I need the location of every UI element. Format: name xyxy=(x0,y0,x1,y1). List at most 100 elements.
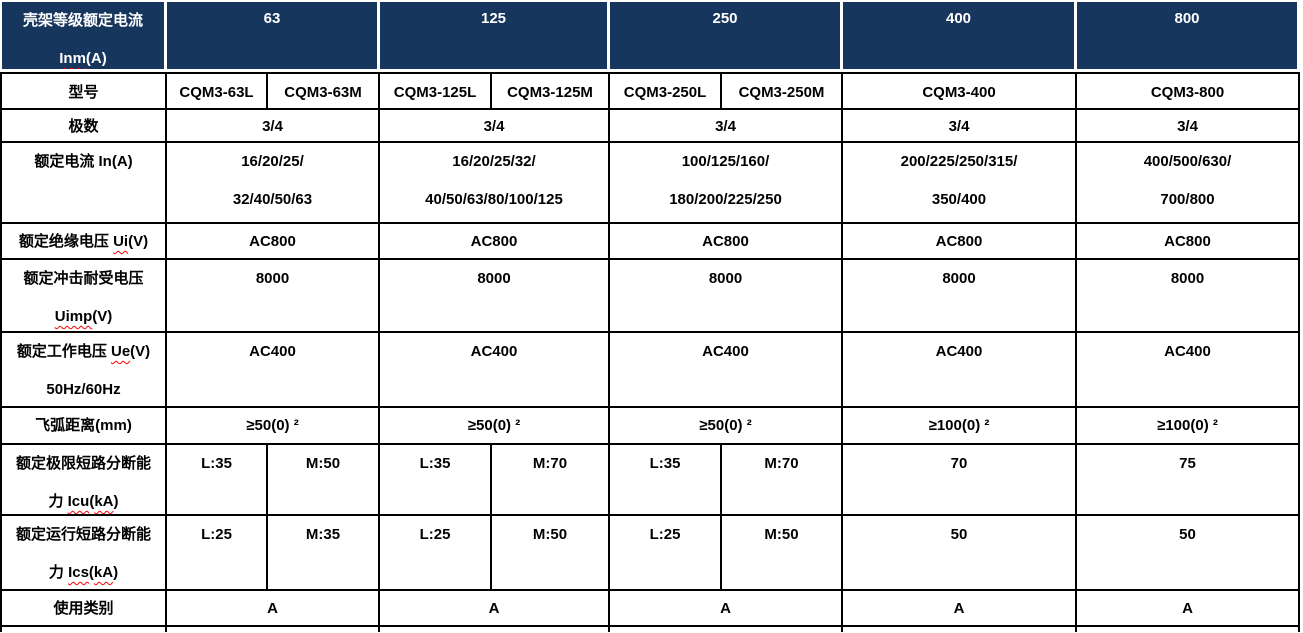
cell-line: M:70 xyxy=(532,455,568,472)
table-row-current: 额定电流 In(A) 16/20/25/32/40/50/63 16/20/25/3… xyxy=(0,143,1300,224)
cell-icu-5: M:70 xyxy=(722,445,843,516)
cell-line: A xyxy=(267,600,278,617)
cell-line: 力 Icu(kA) xyxy=(4,491,163,512)
cell-partial-1 xyxy=(380,627,610,632)
cell-ics-6: 50 xyxy=(843,516,1077,591)
row-label-current: 额定电流 In(A) xyxy=(0,143,167,224)
cell-line: AC400 xyxy=(1164,343,1211,360)
cell-line: Inm(A) xyxy=(4,48,162,69)
table-row-ue: 额定工作电压 Ue(V) 50Hz/60Hz AC400 AC400 AC400 AC40… xyxy=(0,333,1300,408)
cell-model-6: CQM3-400 xyxy=(843,72,1077,110)
cell-arc-2: ≥50(0) ² xyxy=(610,408,843,445)
cell-ue-2: AC400 xyxy=(610,333,843,408)
cell-line: 700/800 xyxy=(1160,191,1215,208)
cell-line: AC400 xyxy=(249,343,296,360)
row-label-ue: 额定工作电压 Ue(V) 50Hz/60Hz xyxy=(0,333,167,408)
cell-line: CQM3-125M xyxy=(507,84,593,101)
cell-line: M:50 xyxy=(305,455,341,472)
misspelled-text: Inm xyxy=(59,50,86,67)
cell-poles-0: 3/4 xyxy=(167,110,380,143)
header-row: 壳架等级额定电流 Inm(A) 63 125 250 400 800 xyxy=(0,0,1300,72)
cell-model-0: CQM3-63L xyxy=(167,72,268,110)
cell-model-3: CQM3-125M xyxy=(492,72,610,110)
cell-line: AC800 xyxy=(470,233,518,250)
cell-line: AC800 xyxy=(249,233,296,250)
cell-partial-2 xyxy=(610,627,843,632)
cell-line: 额定运行短路分断能 xyxy=(15,526,151,543)
row-label-category: 使用类别 xyxy=(0,591,167,627)
cell-line: M:50 xyxy=(532,526,568,543)
cell-category-0: A xyxy=(167,591,380,627)
cell-line: ≥50(0) ² xyxy=(246,417,299,434)
cell-line: ≥100(0) ² xyxy=(928,417,990,434)
row-label-partial xyxy=(0,627,167,632)
cell-line: 额定极限短路分断能 xyxy=(15,455,151,472)
text-segment: (V) xyxy=(92,308,113,325)
cell-icu-3: M:70 xyxy=(492,445,610,516)
cell-line: A xyxy=(953,600,965,617)
header-cell-250: 250 xyxy=(610,0,843,72)
cell-ics-7: 50 xyxy=(1077,516,1300,591)
cell-icu-2: L:35 xyxy=(380,445,492,516)
cell-line: 3/4 xyxy=(483,118,505,135)
cell-arc-0: ≥50(0) ² xyxy=(167,408,380,445)
cell-line: CQM3-250L xyxy=(623,84,707,101)
cell-line: 200/225/250/315/ xyxy=(900,153,1018,170)
cell-poles-2: 3/4 xyxy=(610,110,843,143)
cell-ics-3: M:50 xyxy=(492,516,610,591)
cell-uimp-1: 8000 xyxy=(380,260,610,333)
cell-ui-0: AC800 xyxy=(167,224,380,260)
cell-ics-0: L:25 xyxy=(167,516,268,591)
cell-line: A xyxy=(488,600,500,617)
cell-poles-3: 3/4 xyxy=(843,110,1077,143)
cell-ui-3: AC800 xyxy=(843,224,1077,260)
cell-model-5: CQM3-250M xyxy=(722,72,843,110)
cell-ui-2: AC800 xyxy=(610,224,843,260)
cell-line: 极数 xyxy=(68,118,99,135)
cell-line: 50Hz/60Hz xyxy=(46,381,121,398)
text-segment: ) xyxy=(113,493,119,510)
cell-poles-1: 3/4 xyxy=(380,110,610,143)
text-segment: 额定工作电压 xyxy=(16,343,111,360)
table-row-model: 型号 CQM3-63L CQM3-63M CQM3-125L CQM3-125M CQM3… xyxy=(0,72,1300,110)
cell-model-2: CQM3-125L xyxy=(380,72,492,110)
cell-line: ≥50(0) ² xyxy=(467,417,521,434)
cell-line: 额定工作电压 Ue(V) xyxy=(4,341,163,362)
cell-line: 40/50/63/80/100/125 xyxy=(425,191,563,208)
cell-uimp-4: 8000 xyxy=(1077,260,1300,333)
text-segment: 额定绝缘电压 xyxy=(18,233,114,250)
cell-model-7: CQM3-800 xyxy=(1077,72,1300,110)
cell-line: 力 Ics(kA) xyxy=(4,562,163,583)
cell-line: ≥50(0) ² xyxy=(699,417,752,434)
table-row-arc: 飞弧距离(mm) ≥50(0) ² ≥50(0) ² ≥50(0) ² ≥100(0) … xyxy=(0,408,1300,445)
cell-line: 8000 xyxy=(1170,270,1205,287)
row-label-arc: 飞弧距离(mm) xyxy=(0,408,167,445)
cell-current-4: 400/500/630/700/800 xyxy=(1077,143,1300,224)
cell-model-4: CQM3-250L xyxy=(610,72,722,110)
cell-line: 16/20/25/ xyxy=(241,153,304,170)
cell-line: 额定绝缘电压 Ui(V) xyxy=(4,231,163,252)
cell-line: L:25 xyxy=(419,526,451,543)
misspelled-text: kA xyxy=(93,564,114,581)
misspelled-text: Icu xyxy=(67,493,90,510)
cell-line: M:35 xyxy=(305,526,341,543)
cell-current-1: 16/20/25/32/40/50/63/80/100/125 xyxy=(380,143,610,224)
cell-line: 使用类别 xyxy=(53,600,114,617)
cell-line: CQM3-63M xyxy=(284,84,362,101)
cell-line: L:35 xyxy=(419,455,451,472)
table-row-ui: 额定绝缘电压 Ui(V) AC800 AC800 AC800 AC800 AC800 xyxy=(0,224,1300,260)
cell-ui-1: AC800 xyxy=(380,224,610,260)
cell-line: 型号 xyxy=(68,84,99,101)
cell-partial-0 xyxy=(167,627,380,632)
cell-ue-3: AC400 xyxy=(843,333,1077,408)
cell-line: L:35 xyxy=(649,455,681,472)
header-cell-63: 63 xyxy=(167,0,380,72)
text-segment: (A) xyxy=(85,50,107,67)
cell-ics-5: M:50 xyxy=(722,516,843,591)
cell-line: CQM3-63L xyxy=(179,84,254,101)
cell-poles-4: 3/4 xyxy=(1077,110,1300,143)
header-frame-rated-current-label: 壳架等级额定电流 Inm(A) xyxy=(0,0,167,72)
row-label-poles: 极数 xyxy=(0,110,167,143)
header-cell-400: 400 xyxy=(843,0,1077,72)
cell-line: A xyxy=(720,600,731,617)
